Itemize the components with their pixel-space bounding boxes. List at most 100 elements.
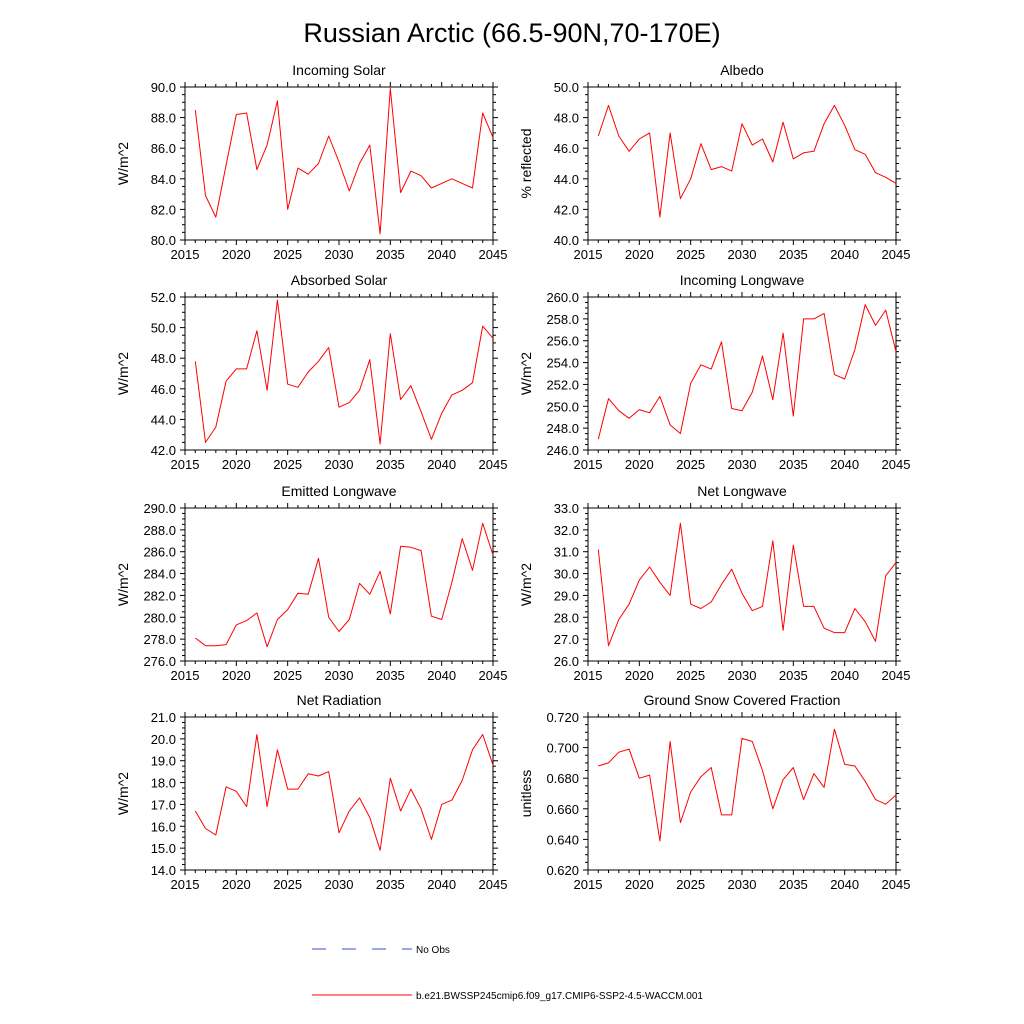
y-tick-label: 48.0	[151, 351, 176, 366]
y-tick-label: 0.660	[546, 802, 579, 817]
y-tick-label: 18.0	[151, 776, 176, 791]
y-axis-label: W/m^2	[115, 772, 131, 815]
legend-obs-label: No Obs	[416, 945, 450, 956]
y-tick-label: 260.0	[546, 290, 579, 305]
y-axis-label: W/m^2	[518, 352, 534, 395]
x-tick-label: 2025	[273, 247, 302, 262]
series-line	[194, 522, 494, 648]
y-tick-label: 0.620	[546, 863, 579, 878]
series-line	[194, 299, 494, 445]
x-tick-label: 2025	[676, 877, 705, 892]
x-tick-label: 2030	[728, 877, 757, 892]
x-tick-label: 2015	[171, 457, 200, 472]
x-tick-label: 2035	[779, 247, 808, 262]
y-tick-label: 290.0	[143, 501, 176, 516]
x-tick-label: 2020	[625, 668, 654, 683]
chart-panel: 2015 2020 2025 2030 2035 2040 2045 0.620 0.640 0.…	[518, 692, 910, 892]
y-tick-label: 52.0	[151, 290, 176, 305]
legend: No Obs b.e21.BWSSP245cmip6.f09_g17.CMIP6…	[312, 945, 703, 1002]
chart-panel: 2015 2020 2025 2030 2035 2040 2045 42.0 44.0 46.0…	[115, 272, 507, 472]
y-tick-label: 21.0	[151, 710, 176, 725]
chart-panel: 2015 2020 2025 2030 2035 2040 2045 14.0 15.0 16.0…	[115, 692, 507, 892]
y-tick-label: 90.0	[151, 80, 176, 95]
x-tick-label: 2030	[325, 668, 354, 683]
plot-frame	[587, 86, 897, 241]
series-line	[598, 728, 897, 842]
y-tick-label: 42.0	[554, 202, 579, 217]
plot-frame	[587, 507, 897, 662]
plot-frame	[184, 507, 494, 662]
y-tick-label: 46.0	[151, 382, 176, 397]
x-tick-label: 2040	[830, 247, 859, 262]
x-tick-label: 2040	[427, 457, 456, 472]
x-tick-label: 2015	[171, 668, 200, 683]
x-tick-label: 2025	[273, 877, 302, 892]
x-tick-label: 2020	[222, 457, 251, 472]
x-tick-label: 2045	[479, 247, 508, 262]
x-tick-label: 2020	[625, 877, 654, 892]
y-tick-label: 40.0	[554, 233, 579, 248]
x-tick-label: 2045	[882, 457, 911, 472]
y-tick-label: 31.0	[554, 545, 579, 560]
x-tick-label: 2025	[676, 668, 705, 683]
y-tick-label: 44.0	[554, 172, 579, 187]
y-tick-label: 44.0	[151, 412, 176, 427]
x-tick-label: 2015	[574, 877, 603, 892]
y-tick-label: 16.0	[151, 819, 176, 834]
y-tick-label: 0.700	[546, 741, 579, 756]
chart-panel: 2015 2020 2025 2030 2035 2040 2045 40.0 42.0 44.0…	[518, 62, 910, 262]
y-axis-label: W/m^2	[115, 563, 131, 606]
chart-title: Absorbed Solar	[291, 272, 388, 288]
y-tick-label: 14.0	[151, 863, 176, 878]
plot-frame	[184, 296, 494, 451]
y-tick-label: 82.0	[151, 202, 176, 217]
y-tick-label: 50.0	[554, 80, 579, 95]
chart-panel: 2015 2020 2025 2030 2035 2040 2045 246.0 248.0 25…	[518, 272, 910, 472]
x-tick-label: 2015	[171, 247, 200, 262]
x-tick-label: 2030	[728, 247, 757, 262]
x-tick-label: 2020	[222, 247, 251, 262]
y-axis-label: W/m^2	[115, 142, 131, 185]
series-line	[597, 304, 897, 440]
y-axis-label: W/m^2	[518, 563, 534, 606]
chart-panel: 2015 2020 2025 2030 2035 2040 2045 26.0 27.0 28.0…	[518, 483, 910, 683]
y-tick-label: 288.0	[143, 523, 176, 538]
y-axis-label: W/m^2	[115, 352, 131, 395]
y-tick-label: 30.0	[554, 567, 579, 582]
x-tick-label: 2040	[427, 668, 456, 683]
x-tick-label: 2040	[830, 457, 859, 472]
chart-title: Net Longwave	[697, 483, 787, 499]
chart-title: Incoming Solar	[292, 62, 386, 78]
x-tick-label: 2045	[479, 877, 508, 892]
x-tick-label: 2035	[779, 877, 808, 892]
legend-model-label: b.e21.BWSSP245cmip6.f09_g17.CMIP6-SSP2-4…	[416, 991, 703, 1002]
x-tick-label: 2035	[376, 668, 405, 683]
x-tick-label: 2030	[728, 457, 757, 472]
chart-title: Emitted Longwave	[281, 483, 396, 499]
x-tick-label: 2030	[728, 668, 757, 683]
x-tick-label: 2045	[882, 877, 911, 892]
x-tick-label: 2035	[376, 877, 405, 892]
x-tick-label: 2030	[325, 247, 354, 262]
x-tick-label: 2020	[222, 668, 251, 683]
chart-title: Ground Snow Covered Fraction	[644, 692, 841, 708]
x-tick-label: 2040	[830, 668, 859, 683]
x-tick-label: 2035	[376, 247, 405, 262]
y-tick-label: 256.0	[546, 334, 579, 349]
y-tick-label: 282.0	[143, 588, 176, 603]
x-tick-label: 2040	[427, 247, 456, 262]
x-tick-label: 2025	[273, 457, 302, 472]
y-tick-label: 29.0	[554, 588, 579, 603]
y-tick-label: 248.0	[546, 421, 579, 436]
series-line	[597, 522, 897, 647]
y-tick-label: 88.0	[151, 111, 176, 126]
x-tick-label: 2030	[325, 877, 354, 892]
y-tick-label: 19.0	[151, 754, 176, 769]
y-tick-label: 32.0	[554, 523, 579, 538]
y-tick-label: 252.0	[546, 377, 579, 392]
x-tick-label: 2020	[625, 247, 654, 262]
y-tick-label: 27.0	[554, 632, 579, 647]
figure-title: Russian Arctic (66.5-90N,70-170E)	[303, 18, 720, 48]
series-line	[194, 88, 494, 235]
